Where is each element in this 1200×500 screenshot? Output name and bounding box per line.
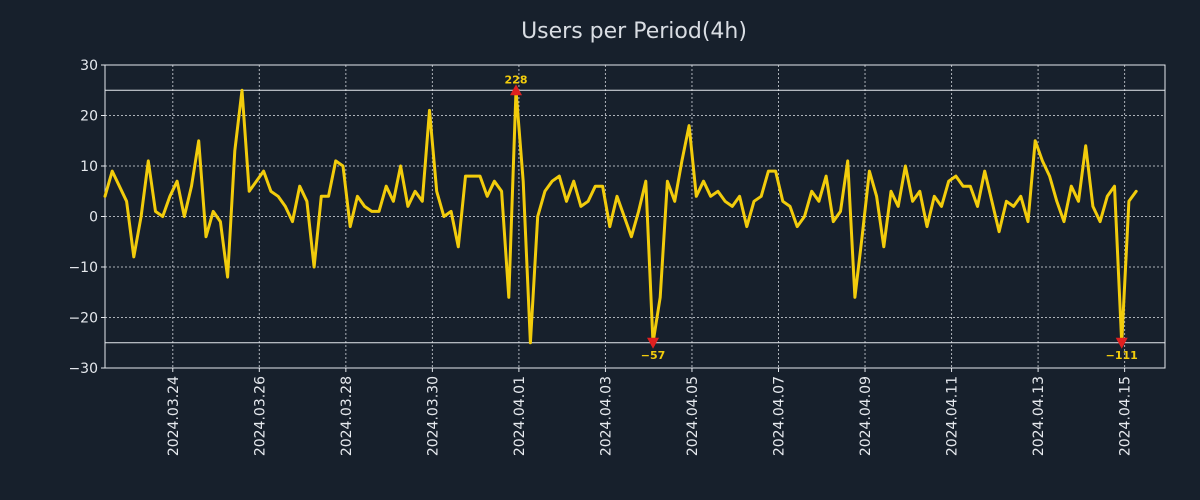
y-tick-label: −10 [68,260,98,276]
y-tick-label: −20 [68,311,98,327]
chart-title: Users per Period(4h) [521,19,747,44]
grid [105,65,1165,368]
series-layer [103,88,1138,345]
x-tick-label: 2024.04.13 [1031,376,1047,456]
x-tick-label: 2024.04.11 [945,376,961,456]
extreme-label: −111 [1106,349,1138,362]
y-tick-label: 20 [80,109,98,125]
x-tick-label: 2024.03.30 [425,376,441,456]
x-tick-label: 2024.04.03 [598,376,614,456]
series-line-users [103,88,1138,345]
y-tick-label: 0 [89,210,98,226]
x-tick-label: 2024.04.15 [1118,376,1134,456]
x-axis: 2024.03.24 2024.03.26 2024.03.28 2024.03.30… [166,368,1134,456]
x-tick-label: 2024.04.05 [685,376,701,456]
y-tick-label: −30 [68,361,98,377]
extreme-label: 228 [505,73,528,86]
extreme-marker [510,84,523,96]
y-tick-label: 10 [80,159,98,175]
extreme-marker [1115,337,1128,349]
extreme-marker [647,337,660,349]
x-tick-label: 2024.03.28 [339,376,355,456]
reference-lines [105,89,1165,344]
x-tick-label: 2024.04.07 [771,376,787,456]
x-tick-label: 2024.03.26 [252,376,268,456]
y-tick-label: 30 [80,58,98,74]
extreme-label: −57 [641,349,666,362]
y-axis: 30 20 10 0 −10 −20 −30 [68,58,105,377]
x-tick-label: 2024.04.01 [512,376,528,456]
x-tick-label: 2024.04.09 [858,376,874,456]
annotations: 228 −57 −111 [505,73,1138,362]
x-tick-label: 2024.03.24 [166,376,182,456]
